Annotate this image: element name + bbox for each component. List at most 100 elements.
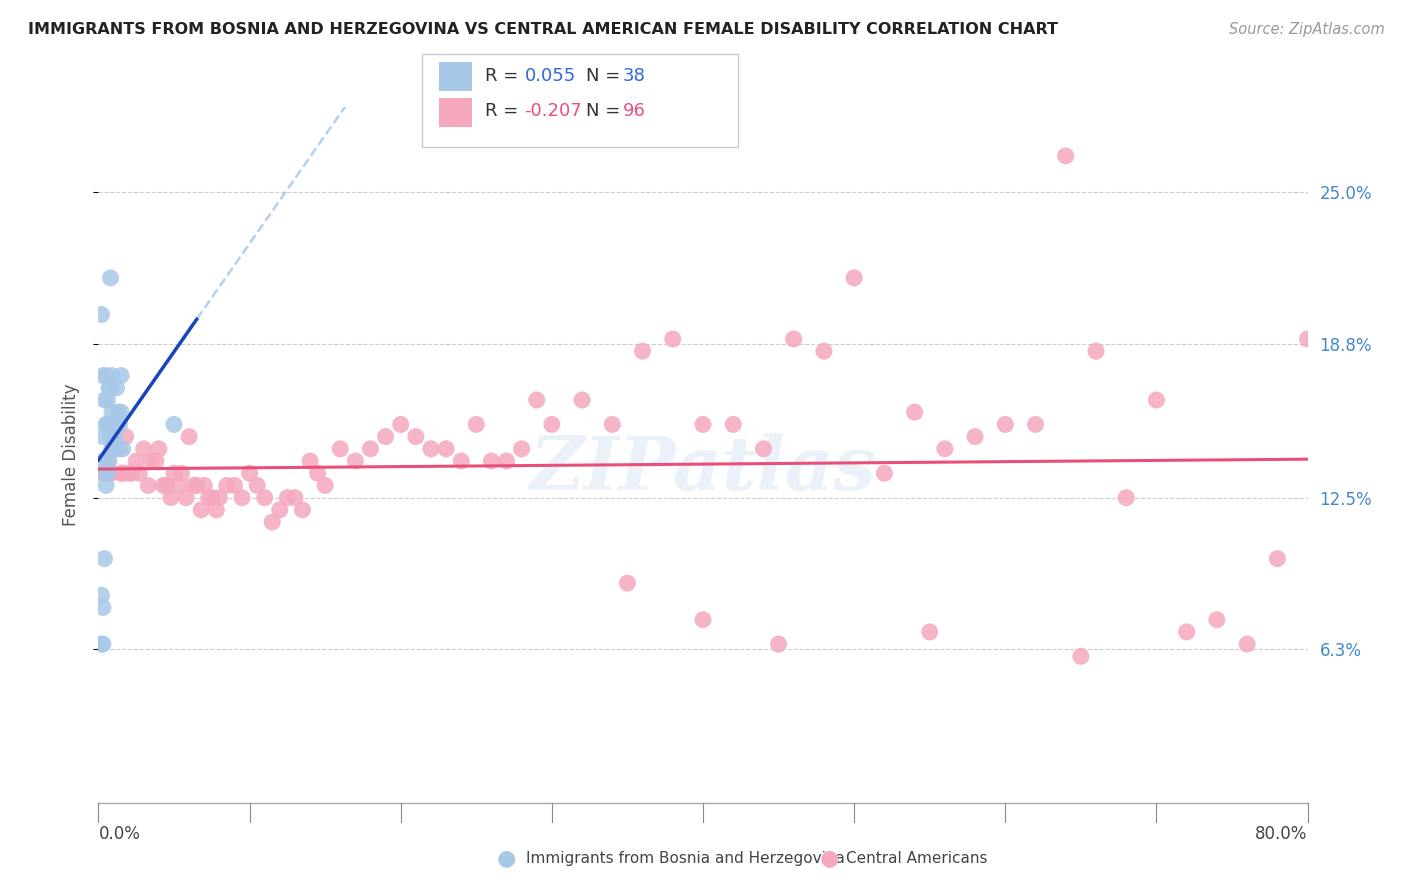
Point — [91, 429, 114, 443]
Point — [174, 491, 197, 505]
Point — [90, 637, 112, 651]
Point — [108, 417, 131, 432]
Point — [904, 405, 927, 419]
Point — [276, 491, 298, 505]
Point — [105, 417, 128, 432]
Point — [114, 429, 136, 443]
Point — [167, 478, 190, 492]
Point — [602, 417, 624, 432]
Point — [91, 467, 114, 481]
Point — [994, 417, 1017, 432]
Point — [918, 624, 941, 639]
Point — [389, 417, 412, 432]
Point — [246, 478, 269, 492]
Text: 80.0%: 80.0% — [1256, 825, 1308, 843]
Text: ●: ● — [496, 848, 516, 868]
Point — [96, 417, 118, 432]
Point — [118, 467, 141, 481]
Point — [965, 429, 987, 443]
Point — [111, 442, 134, 456]
Text: Immigrants from Bosnia and Herzegovina: Immigrants from Bosnia and Herzegovina — [526, 851, 845, 865]
Point — [96, 454, 118, 468]
Text: N =: N = — [586, 103, 626, 120]
Point — [105, 442, 128, 456]
Point — [121, 467, 143, 481]
Point — [215, 478, 238, 492]
Point — [314, 478, 336, 492]
Point — [783, 332, 806, 346]
Point — [873, 467, 896, 481]
Point — [224, 478, 246, 492]
Point — [934, 442, 956, 456]
Text: Central Americans: Central Americans — [846, 851, 988, 865]
Point — [91, 637, 114, 651]
Point — [98, 417, 121, 432]
Point — [231, 491, 253, 505]
Point — [100, 271, 122, 285]
Point — [101, 405, 124, 419]
Point — [93, 392, 115, 407]
Text: 0.0%: 0.0% — [98, 825, 141, 843]
Point — [329, 442, 352, 456]
Text: ZIPatlas: ZIPatlas — [530, 433, 876, 505]
Point — [145, 454, 167, 468]
Point — [94, 467, 117, 481]
Point — [239, 467, 262, 481]
Point — [1236, 637, 1258, 651]
Point — [692, 417, 714, 432]
Text: IMMIGRANTS FROM BOSNIA AND HERZEGOVINA VS CENTRAL AMERICAN FEMALE DISABILITY COR: IMMIGRANTS FROM BOSNIA AND HERZEGOVINA V… — [28, 22, 1059, 37]
Point — [100, 381, 122, 395]
Point — [98, 467, 121, 481]
Point — [111, 467, 134, 481]
Point — [91, 368, 114, 383]
Point — [98, 381, 121, 395]
Point — [96, 467, 118, 481]
Point — [262, 515, 284, 529]
Point — [103, 417, 125, 432]
Point — [526, 392, 548, 407]
Text: R =: R = — [485, 103, 524, 120]
Point — [96, 392, 118, 407]
Text: R =: R = — [485, 67, 524, 85]
Point — [125, 454, 148, 468]
Text: 38: 38 — [623, 67, 645, 85]
Point — [91, 600, 114, 615]
Point — [1085, 344, 1108, 359]
Point — [170, 467, 193, 481]
Text: N =: N = — [586, 67, 626, 85]
Point — [100, 467, 122, 481]
Point — [344, 454, 367, 468]
Point — [190, 503, 212, 517]
Point — [540, 417, 562, 432]
Point — [141, 454, 163, 468]
Point — [662, 332, 685, 346]
Point — [110, 467, 132, 481]
Point — [1267, 551, 1289, 566]
Point — [101, 442, 124, 456]
Text: 0.055: 0.055 — [524, 67, 575, 85]
Point — [90, 308, 112, 322]
Point — [1206, 613, 1229, 627]
Point — [94, 417, 117, 432]
Point — [183, 478, 205, 492]
Text: -0.207: -0.207 — [524, 103, 582, 120]
Point — [148, 442, 170, 456]
Point — [299, 454, 322, 468]
Point — [101, 442, 124, 456]
Point — [93, 551, 115, 566]
Point — [193, 478, 215, 492]
Point — [179, 429, 201, 443]
Point — [155, 478, 177, 492]
Point — [813, 344, 835, 359]
Point — [136, 478, 159, 492]
Point — [208, 491, 231, 505]
Point — [98, 454, 121, 468]
Point — [94, 368, 117, 383]
Point — [110, 405, 132, 419]
Point — [152, 478, 174, 492]
Point — [1070, 649, 1092, 664]
Y-axis label: Female Disability: Female Disability — [62, 384, 80, 526]
Point — [105, 381, 128, 395]
Point — [132, 442, 155, 456]
Point — [90, 588, 112, 602]
